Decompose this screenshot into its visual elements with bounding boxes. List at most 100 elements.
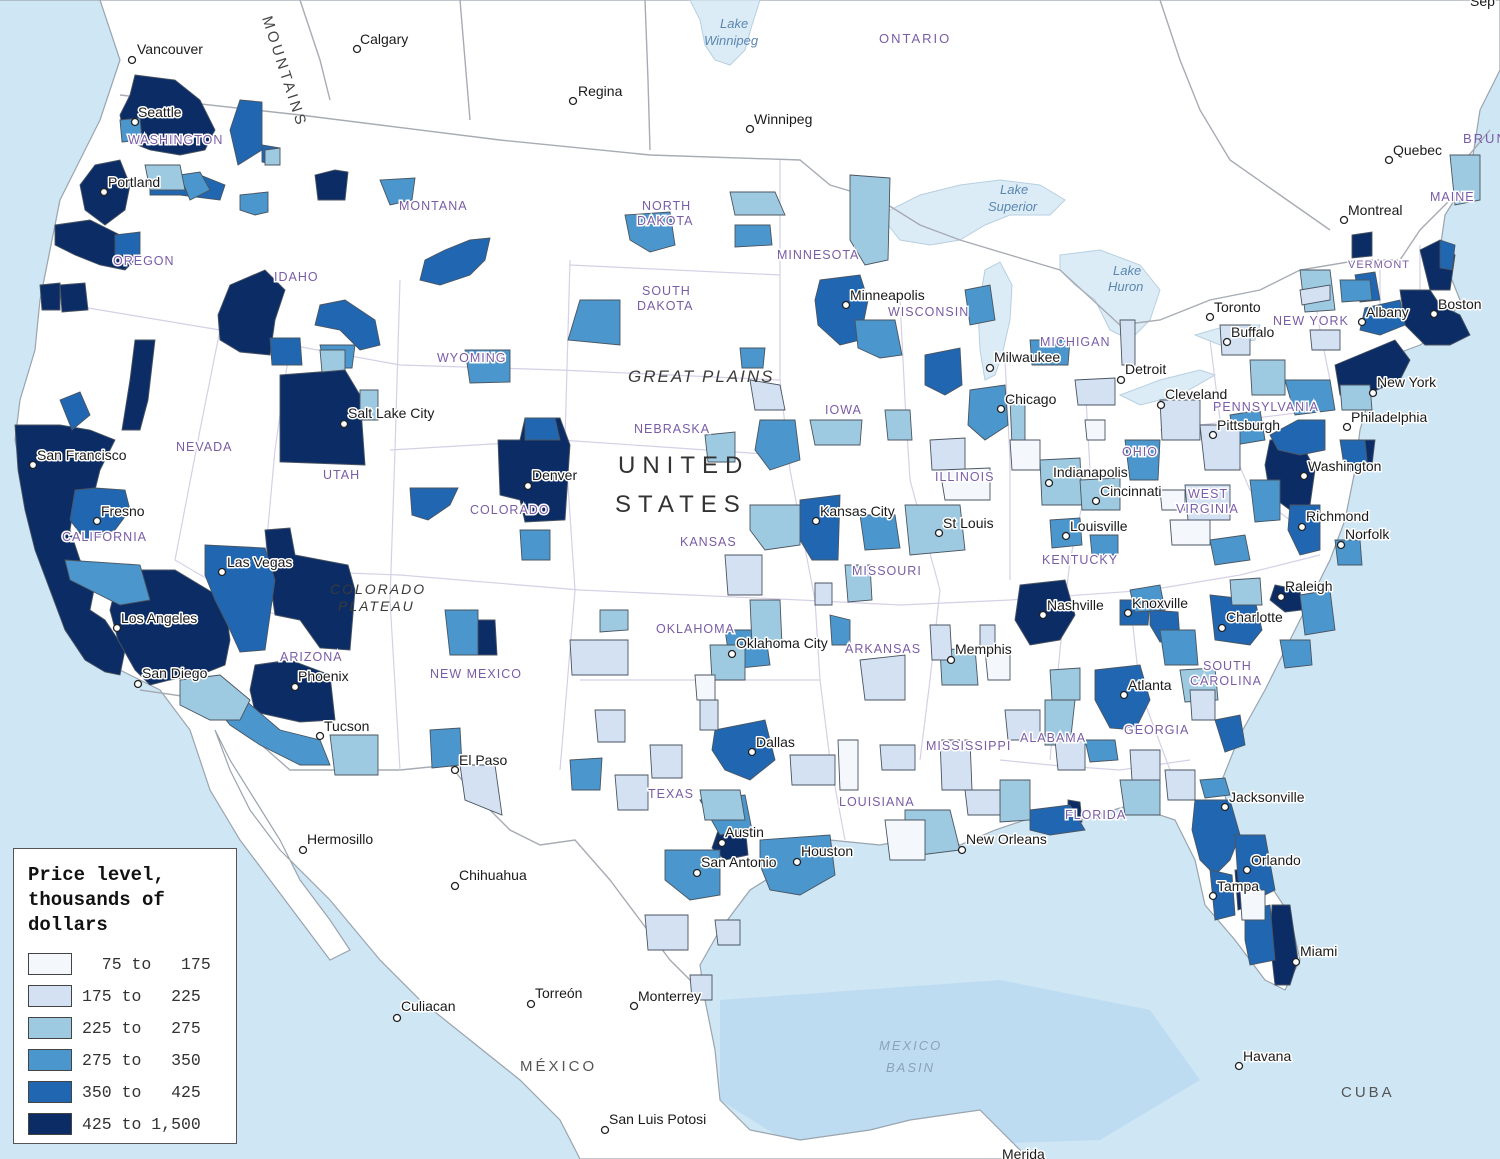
state-label-south-carolina-2: CAROLINA (1190, 674, 1262, 688)
city-tampa: Tampa (1208, 877, 1261, 901)
svg-text:San Antonio: San Antonio (701, 854, 777, 870)
state-label-georgia: GEORGIA (1124, 723, 1189, 737)
city-pittsburgh: Pittsburgh (1208, 416, 1282, 440)
legend-label: 175 to 225 (82, 986, 201, 1006)
svg-text:Denver: Denver (532, 467, 577, 483)
city-atlanta: Atlanta (1119, 676, 1173, 700)
svg-text:Las Vegas: Las Vegas (227, 554, 292, 570)
country-label-usa-2: STATES (615, 491, 747, 518)
svg-text:Detroit: Detroit (1125, 361, 1166, 377)
city-boston: Boston (1429, 295, 1483, 319)
legend-label: 75 to 175 (82, 954, 211, 974)
svg-text:Chihuahua: Chihuahua (459, 867, 527, 883)
city-memphis: Memphis (946, 640, 1013, 665)
svg-text:Monterrey: Monterrey (638, 988, 701, 1004)
state-label-mississippi: MISSISSIPPI (926, 739, 1011, 753)
legend-swatch (28, 953, 72, 975)
country-label-usa-1: UNITED (618, 452, 749, 479)
country-label-cuba: CUBA (1341, 1084, 1395, 1101)
city-knoxville: Knoxville (1123, 594, 1190, 618)
metro-areas (14, 74, 1481, 1001)
state-label-florida: FLORIDA (1065, 808, 1126, 822)
svg-text:New Orleans: New Orleans (966, 831, 1047, 847)
svg-text:Norfolk: Norfolk (1345, 526, 1390, 542)
city-washington: Washington (1299, 457, 1383, 481)
state-label-new-york: NEW YORK (1273, 314, 1349, 328)
city-winnipeg: Winnipeg (745, 110, 814, 134)
city-richmond: Richmond (1297, 507, 1371, 532)
legend-swatch (28, 985, 72, 1007)
legend-label: 425 to 1,500 (82, 1114, 201, 1134)
city-regina: Regina (568, 82, 624, 106)
city-dallas: Dallas (747, 733, 796, 757)
state-label-new-mexico: NEW MEXICO (430, 667, 522, 681)
legend-row: 275 to 350 (28, 1044, 224, 1076)
svg-text:Salt Lake City: Salt Lake City (348, 405, 434, 421)
state-label-south-carolina-1: SOUTH (1203, 659, 1252, 673)
svg-text:Orlando: Orlando (1251, 852, 1301, 868)
legend-swatch (28, 1081, 72, 1103)
city-milwaukee: Milwaukee (985, 348, 1062, 373)
svg-text:Memphis: Memphis (955, 641, 1012, 657)
state-label-minnesota: MINNESOTA (777, 248, 859, 262)
svg-text:Phoenix: Phoenix (298, 668, 349, 684)
city-philadelphia: Philadelphia (1342, 408, 1429, 432)
svg-text:Oklahoma City: Oklahoma City (736, 635, 828, 651)
lake-winnipeg (689, 0, 761, 66)
state-label-arkansas: ARKANSAS (845, 642, 921, 656)
state-label-maine: MAINE (1430, 190, 1475, 204)
svg-text:Nashville: Nashville (1047, 597, 1104, 613)
state-label-alabama: ALABAMA (1020, 731, 1086, 745)
physical-label-colorado-plateau-2: PLATEAU (338, 598, 415, 614)
canada-province-border-3 (644, 0, 651, 151)
svg-text:Los Angeles: Los Angeles (121, 610, 197, 626)
canada-province-border-4 (1159, 0, 1331, 231)
city-montreal: Montreal (1339, 201, 1404, 225)
svg-text:Chicago: Chicago (1005, 391, 1057, 407)
city-oklahoma-city: Oklahoma City (727, 634, 829, 659)
state-label-nebraska: NEBRASKA (634, 422, 710, 436)
legend-label: 350 to 425 (82, 1082, 201, 1102)
svg-text:Austin: Austin (725, 824, 764, 840)
city-markers: Vancouver Calgary Regina Winnipeg Seattl… (28, 30, 1483, 1159)
city-new-orleans: New Orleans (957, 830, 1048, 855)
svg-text:Houston: Houston (801, 843, 853, 859)
state-label-california: CALIFORNIA (62, 530, 147, 544)
svg-text:Torreón: Torreón (535, 985, 582, 1001)
state-label-kentucky: KENTUCKY (1042, 553, 1118, 567)
us-canada-border (119, 94, 1491, 326)
city-detroit: Detroit (1116, 360, 1168, 385)
svg-text:Washington: Washington (1308, 458, 1381, 474)
city-new-york: New York (1368, 373, 1439, 398)
svg-text:San Francisco: San Francisco (37, 447, 127, 463)
city-cleveland: Cleveland (1156, 385, 1229, 410)
state-label-south-dakota-2: DAKOTA (637, 299, 693, 313)
city-buffalo: Buffalo (1222, 323, 1276, 347)
legend-swatch (28, 1017, 72, 1039)
city-san-antonio: San Antonio (692, 853, 778, 878)
svg-text:Pittsburgh: Pittsburgh (1217, 417, 1280, 433)
water-label-lake-huron-1: Lake (1113, 263, 1141, 278)
city-indianapolis: Indianapolis (1044, 463, 1129, 488)
svg-text:Vancouver: Vancouver (137, 41, 203, 57)
state-label-texas: TEXAS (648, 787, 694, 801)
svg-text:Charlotte: Charlotte (1226, 609, 1283, 625)
svg-text:Buffalo: Buffalo (1231, 324, 1275, 340)
svg-text:Richmond: Richmond (1306, 508, 1369, 524)
state-label-washington: WASHINGTON (128, 133, 223, 147)
city-havana: Havana (1234, 1047, 1293, 1071)
city-culiacan: Culiacan (392, 997, 457, 1023)
city-cincinnati: Cincinnati (1091, 482, 1163, 506)
legend-row: 425 to 1,500 (28, 1108, 224, 1140)
us-mexico-border (139, 689, 706, 1001)
svg-text:San Diego: San Diego (142, 665, 208, 681)
svg-text:El Paso: El Paso (459, 752, 507, 768)
state-label-louisiana: LOUISIANA (839, 795, 915, 809)
state-label-michigan: MICHIGAN (1040, 335, 1111, 349)
svg-text:Regina: Regina (578, 83, 623, 99)
svg-text:Havana: Havana (1243, 1048, 1291, 1064)
country-label-mexico: MÉXICO (520, 1058, 597, 1075)
state-label-iowa: IOWA (825, 403, 862, 417)
state-label-wyoming: WYOMING (437, 351, 507, 365)
